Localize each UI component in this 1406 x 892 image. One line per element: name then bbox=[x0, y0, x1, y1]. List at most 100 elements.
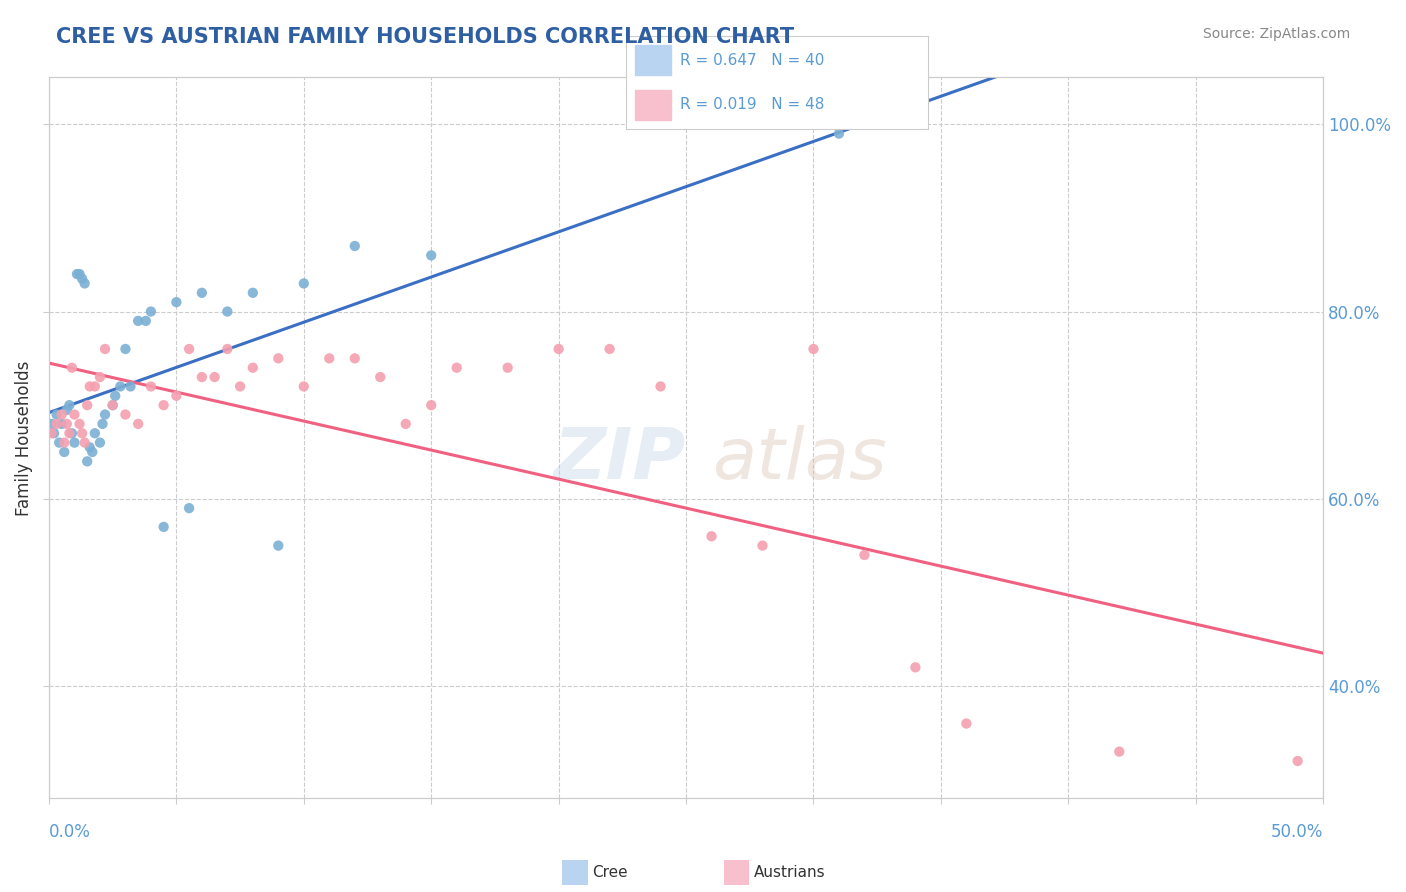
Point bbox=[751, 539, 773, 553]
Point bbox=[69, 417, 91, 431]
Y-axis label: Family Households: Family Households bbox=[15, 360, 32, 516]
Point bbox=[152, 398, 174, 412]
Point bbox=[42, 426, 65, 441]
Point bbox=[165, 389, 187, 403]
Point bbox=[101, 398, 124, 412]
Point bbox=[127, 417, 149, 431]
Point bbox=[191, 370, 214, 384]
Point bbox=[51, 417, 73, 431]
Point bbox=[179, 342, 201, 356]
Point bbox=[94, 342, 117, 356]
Point bbox=[191, 285, 214, 300]
Point bbox=[76, 398, 98, 412]
Point bbox=[1286, 754, 1309, 768]
Point bbox=[292, 379, 315, 393]
Point bbox=[179, 501, 201, 516]
Point bbox=[204, 370, 226, 384]
Text: Source: ZipAtlas.com: Source: ZipAtlas.com bbox=[1202, 27, 1350, 41]
Point bbox=[51, 408, 73, 422]
Point bbox=[242, 285, 264, 300]
Bar bbox=[634, 45, 671, 75]
Text: Cree: Cree bbox=[592, 865, 627, 880]
Text: CREE VS AUSTRIAN FAMILY HOUSEHOLDS CORRELATION CHART: CREE VS AUSTRIAN FAMILY HOUSEHOLDS CORRE… bbox=[56, 27, 794, 46]
Point bbox=[267, 539, 290, 553]
Point bbox=[53, 435, 76, 450]
Point bbox=[82, 445, 104, 459]
Point bbox=[599, 342, 621, 356]
Point bbox=[56, 417, 79, 431]
Point bbox=[217, 342, 239, 356]
Point bbox=[395, 417, 418, 431]
Point bbox=[83, 426, 105, 441]
Point bbox=[58, 398, 80, 412]
Point bbox=[89, 435, 111, 450]
Point bbox=[58, 426, 80, 441]
Point bbox=[446, 360, 468, 375]
Point bbox=[63, 435, 86, 450]
Point bbox=[139, 304, 162, 318]
Point bbox=[70, 272, 93, 286]
Point bbox=[368, 370, 391, 384]
Point bbox=[547, 342, 569, 356]
Point bbox=[343, 239, 366, 253]
Point bbox=[242, 360, 264, 375]
Point bbox=[79, 379, 101, 393]
Point bbox=[127, 314, 149, 328]
Point bbox=[700, 529, 723, 543]
Point bbox=[853, 548, 876, 562]
Point bbox=[53, 445, 76, 459]
Point bbox=[1108, 745, 1130, 759]
Text: Austrians: Austrians bbox=[754, 865, 825, 880]
Point bbox=[165, 295, 187, 310]
Point bbox=[110, 379, 132, 393]
Point bbox=[343, 351, 366, 366]
Point bbox=[70, 426, 93, 441]
Point bbox=[79, 440, 101, 454]
Point bbox=[135, 314, 157, 328]
Point bbox=[94, 408, 117, 422]
Point bbox=[60, 426, 83, 441]
Point bbox=[76, 454, 98, 468]
Point bbox=[73, 435, 96, 450]
Bar bbox=[634, 90, 671, 120]
Text: ZIP: ZIP bbox=[554, 425, 686, 494]
Point bbox=[420, 398, 443, 412]
Point bbox=[101, 398, 124, 412]
Text: 0.0%: 0.0% bbox=[49, 823, 91, 841]
Point bbox=[955, 716, 977, 731]
Point bbox=[496, 360, 519, 375]
Point bbox=[267, 351, 290, 366]
Point bbox=[139, 379, 162, 393]
Point bbox=[48, 435, 70, 450]
Point bbox=[650, 379, 672, 393]
Point bbox=[904, 660, 927, 674]
Text: R = 0.019   N = 48: R = 0.019 N = 48 bbox=[681, 97, 824, 112]
Point bbox=[45, 408, 67, 422]
Point bbox=[120, 379, 142, 393]
Text: 50.0%: 50.0% bbox=[1271, 823, 1323, 841]
Text: R = 0.647   N = 40: R = 0.647 N = 40 bbox=[681, 53, 824, 68]
Point bbox=[83, 379, 105, 393]
Point bbox=[66, 267, 89, 281]
Point bbox=[73, 277, 96, 291]
Point bbox=[114, 408, 136, 422]
Point bbox=[89, 370, 111, 384]
Point bbox=[828, 127, 851, 141]
Point bbox=[91, 417, 114, 431]
Point bbox=[420, 248, 443, 262]
Point bbox=[803, 342, 825, 356]
Point bbox=[45, 417, 67, 431]
Point bbox=[69, 267, 91, 281]
Point bbox=[41, 426, 63, 441]
Point bbox=[229, 379, 252, 393]
Point bbox=[104, 389, 127, 403]
Point bbox=[152, 520, 174, 534]
Point bbox=[292, 277, 315, 291]
Point bbox=[114, 342, 136, 356]
Point bbox=[63, 408, 86, 422]
Point bbox=[217, 304, 239, 318]
Point bbox=[41, 417, 63, 431]
Point bbox=[56, 402, 79, 417]
Point bbox=[318, 351, 340, 366]
Point bbox=[60, 360, 83, 375]
